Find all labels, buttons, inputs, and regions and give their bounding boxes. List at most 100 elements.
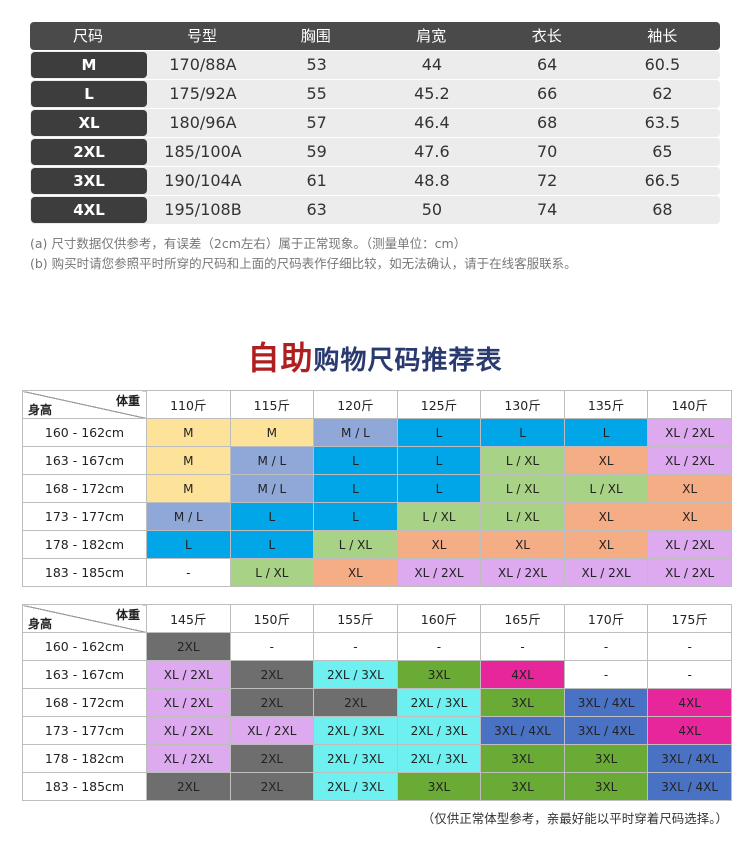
size-cell-model: 190/104A bbox=[164, 171, 242, 190]
size-recommendation-cell: 2XL / 3XL bbox=[313, 744, 398, 773]
note-b: (b) 购买时请您参照平时所穿的尺码和上面的尺码表作仔细比较，如无法确认，请于在… bbox=[30, 256, 577, 271]
size-recommendation-cell: 3XL / 4XL bbox=[647, 772, 732, 801]
size-cell-chest: 59 bbox=[306, 142, 327, 161]
size-recommendation-cell: 2XL bbox=[146, 772, 231, 801]
size-recommendation-cell: XL bbox=[563, 446, 649, 475]
size-cell-shoulder: 50 bbox=[421, 200, 443, 219]
grid-row: 173 - 177cm XL / 2XL XL / 2XL 2XL / 3XL 2XL … bbox=[22, 716, 732, 745]
size-recommendation-cell: XL bbox=[313, 558, 398, 587]
size-recommendation-cell: 3XL bbox=[563, 772, 649, 801]
size-recommendation-cell: XL bbox=[563, 530, 649, 559]
size-table-body: M 170/88A 53 44 64 60.5 L 175/92A 55 45.2 66 62 XL 18… bbox=[30, 51, 720, 224]
height-label: 178 - 182cm bbox=[22, 530, 147, 559]
size-cell-sleeve: 62 bbox=[652, 84, 673, 103]
size-recommendation-cell: L bbox=[313, 446, 398, 475]
size-recommendation-cell: XL bbox=[563, 502, 649, 531]
size-cell-model: 170/88A bbox=[169, 55, 237, 74]
page-title: 自助购物尺码推荐表 bbox=[0, 333, 750, 379]
size-recommendation-cell: XL bbox=[647, 474, 732, 503]
height-label: 168 - 172cm bbox=[22, 474, 147, 503]
size-recommendation-cell: M bbox=[146, 446, 231, 475]
size-row: 2XL 185/100A 59 47.6 70 65 bbox=[30, 138, 720, 166]
size-table: 尺码 号型 胸围 肩宽 衣长 袖长 M 170/88A 53 44 64 60.5 L 175… bbox=[30, 22, 720, 225]
header-shoulder: 肩宽 bbox=[416, 27, 447, 45]
size-cell-size: 4XL bbox=[31, 197, 147, 223]
size-recommendation-cell: - bbox=[563, 632, 649, 661]
size-recommendation-cell: M bbox=[146, 474, 231, 503]
corner-weight-label: 体重 bbox=[115, 394, 140, 408]
weight-header: 145斤 bbox=[146, 604, 231, 633]
title-rest: 购物尺码推荐表 bbox=[313, 346, 503, 376]
size-recommendation-cell: L / XL bbox=[480, 446, 565, 475]
size-cell-sleeve: 68 bbox=[652, 200, 673, 219]
size-recommendation-cell: 2XL bbox=[146, 632, 231, 661]
weight-header: 110斤 bbox=[146, 390, 231, 419]
size-recommendation-cell: L bbox=[229, 530, 315, 559]
size-recommendation-cell: - bbox=[647, 660, 732, 689]
size-recommendation-cell: 4XL bbox=[647, 716, 732, 745]
height-label: 183 - 185cm bbox=[22, 772, 147, 801]
header-model: 号型 bbox=[186, 27, 217, 45]
weight-header: 120斤 bbox=[313, 390, 398, 419]
size-cell-sleeve: 63.5 bbox=[644, 113, 681, 132]
size-recommendation-cell: XL bbox=[647, 502, 732, 531]
recommend-grid-light: 体重 身高 110斤 115斤 120斤 125斤 130斤 135斤 140斤 160 - 16… bbox=[22, 390, 732, 587]
size-recommendation-cell: 3XL bbox=[396, 660, 482, 689]
size-recommendation-cell: L bbox=[396, 418, 482, 447]
size-table-header: 尺码 号型 胸围 肩宽 衣长 袖长 bbox=[30, 22, 720, 50]
size-recommendation-cell: XL bbox=[480, 530, 565, 559]
weight-header: 135斤 bbox=[563, 390, 649, 419]
height-label: 178 - 182cm bbox=[22, 744, 147, 773]
height-label: 160 - 162cm bbox=[22, 418, 147, 447]
size-recommendation-cell: 2XL / 3XL bbox=[313, 772, 398, 801]
weight-header: 175斤 bbox=[647, 604, 732, 633]
height-label: 173 - 177cm bbox=[22, 716, 147, 745]
size-recommendation-cell: L / XL bbox=[396, 502, 482, 531]
size-cell-chest: 57 bbox=[306, 113, 327, 132]
grid-row: 163 - 167cm XL / 2XL 2XL 2XL / 3XL 3XL 4XL - - bbox=[22, 660, 732, 689]
grid-row: 178 - 182cm L L L / XL XL XL XL XL / 2XL bbox=[22, 530, 732, 559]
size-cell-shoulder: 46.4 bbox=[414, 113, 450, 132]
size-recommendation-cell: XL / 2XL bbox=[146, 688, 231, 717]
size-cell-model: 175/92A bbox=[169, 84, 237, 103]
size-recommendation-cell: - bbox=[146, 558, 231, 587]
grid-row: 160 - 162cm 2XL - - - - - - bbox=[22, 632, 732, 661]
footnote: （仅供正常体型参考，亲最好能以平时穿着尺码选择。） bbox=[421, 811, 728, 826]
size-cell-model: 185/100A bbox=[164, 142, 242, 161]
size-cell-chest: 53 bbox=[306, 55, 327, 74]
size-cell-length: 64 bbox=[536, 55, 558, 74]
size-recommendation-cell: M / L bbox=[229, 446, 315, 475]
size-recommendation-cell: L bbox=[313, 502, 398, 531]
size-recommendation-cell: XL / 2XL bbox=[396, 558, 482, 587]
corner-height-label: 身高 bbox=[28, 403, 53, 417]
grid-row: 178 - 182cm XL / 2XL 2XL 2XL / 3XL 2XL / 3XL… bbox=[22, 744, 732, 773]
corner-height-label: 身高 bbox=[28, 617, 53, 631]
weight-header: 160斤 bbox=[396, 604, 482, 633]
header-sleeve: 袖长 bbox=[647, 27, 678, 45]
size-recommendation-cell: 3XL / 4XL bbox=[563, 716, 649, 745]
size-recommendation-cell: 2XL / 3XL bbox=[313, 716, 398, 745]
size-recommendation-cell: 4XL bbox=[480, 660, 565, 689]
size-recommendation-cell: XL / 2XL bbox=[563, 558, 649, 587]
size-cell-chest: 55 bbox=[306, 84, 327, 103]
weight-header: 165斤 bbox=[480, 604, 565, 633]
weight-header: 125斤 bbox=[396, 390, 482, 419]
weight-header: 155斤 bbox=[313, 604, 398, 633]
weight-header: 130斤 bbox=[480, 390, 565, 419]
size-row: M 170/88A 53 44 64 60.5 bbox=[30, 51, 720, 79]
size-recommendation-cell: 3XL bbox=[480, 744, 565, 773]
size-recommendation-cell: L / XL bbox=[313, 530, 398, 559]
size-cell-size: XL bbox=[31, 110, 147, 136]
size-row: 4XL 195/108B 63 50 74 68 bbox=[30, 196, 720, 224]
size-cell-size: 2XL bbox=[31, 139, 147, 165]
size-recommendation-cell: 2XL / 3XL bbox=[313, 660, 398, 689]
size-cell-chest: 61 bbox=[306, 171, 327, 190]
size-recommendation-cell: L / XL bbox=[563, 474, 649, 503]
size-recommendation-cell: L bbox=[313, 474, 398, 503]
size-recommendation-cell: - bbox=[563, 660, 649, 689]
size-recommendation-cell: XL / 2XL bbox=[146, 660, 231, 689]
size-recommendation-cell: 3XL bbox=[480, 688, 565, 717]
size-recommendation-cell: - bbox=[480, 632, 565, 661]
